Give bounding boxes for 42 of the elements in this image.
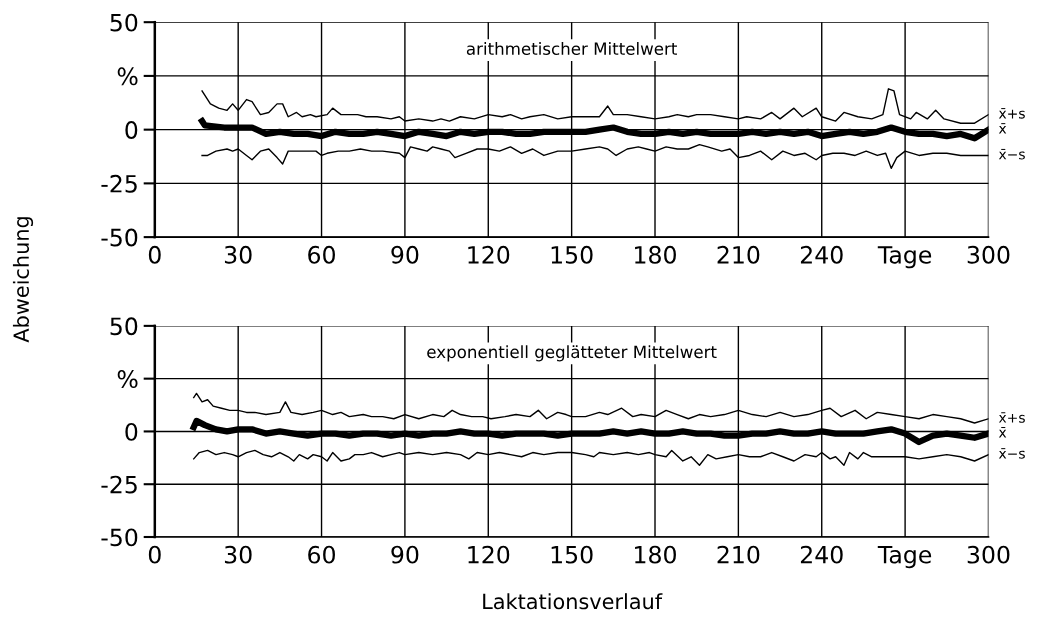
x-tick-label: 300 [967, 545, 1010, 564]
y-tick-label: 0 [125, 422, 138, 441]
text: arithmetischer Mittelwert [466, 42, 677, 55]
series-label: x̄ [998, 427, 1007, 438]
series-label: x̄ [998, 123, 1007, 134]
x-tick-label: 60 [308, 245, 335, 264]
x-tick-label: 300 [967, 245, 1010, 264]
y-tick-label: 50 [110, 13, 138, 32]
x-tick-label: 150 [551, 245, 593, 264]
text: exponentiell geglätteter Mittelwert [427, 345, 717, 362]
y-tick-label: -50 [101, 528, 138, 547]
x-tick-label: 120 [468, 545, 510, 564]
x-tick-label: 0 [148, 545, 161, 564]
y-tick-label: % [117, 370, 138, 388]
x-tick-label: 30 [224, 245, 252, 264]
series-label: x̄+s [998, 108, 1025, 119]
x-tick-label: 210 [717, 245, 760, 264]
x-tick-label: 90 [391, 545, 419, 564]
x-tick-label: 90 [391, 245, 419, 264]
x-tick-label: 0 [148, 245, 161, 264]
x-tick-label: 120 [468, 245, 510, 264]
x-axis-title: Laktationsverlauf [483, 593, 663, 610]
x-tick-label: 240 [800, 245, 843, 264]
y-tick-label: -25 [101, 174, 137, 193]
x-tick-label: 60 [308, 545, 335, 564]
x-tick-label: Tage [877, 546, 932, 569]
y-tick-label: -25 [101, 475, 137, 494]
series-label: x̄−s [998, 148, 1025, 160]
x-tick-label: 210 [717, 545, 760, 564]
x-tick-label: 150 [551, 545, 593, 564]
x-tick-label: 30 [224, 545, 252, 564]
x-tick-label: Tage [877, 246, 932, 269]
y-axis-title: Abweichung [12, 217, 34, 343]
series-label: x̄−s [998, 448, 1025, 459]
y-tick-label: 0 [125, 121, 138, 139]
x-tick-label: 240 [800, 545, 843, 564]
series-label: x̄+s [998, 412, 1025, 423]
y-tick-label: 50 [110, 317, 138, 336]
x-tick-label: 180 [635, 245, 676, 264]
y-tick-label: % [117, 67, 138, 86]
x-tick-label: 180 [635, 545, 676, 564]
y-tick-label: -50 [101, 228, 138, 247]
